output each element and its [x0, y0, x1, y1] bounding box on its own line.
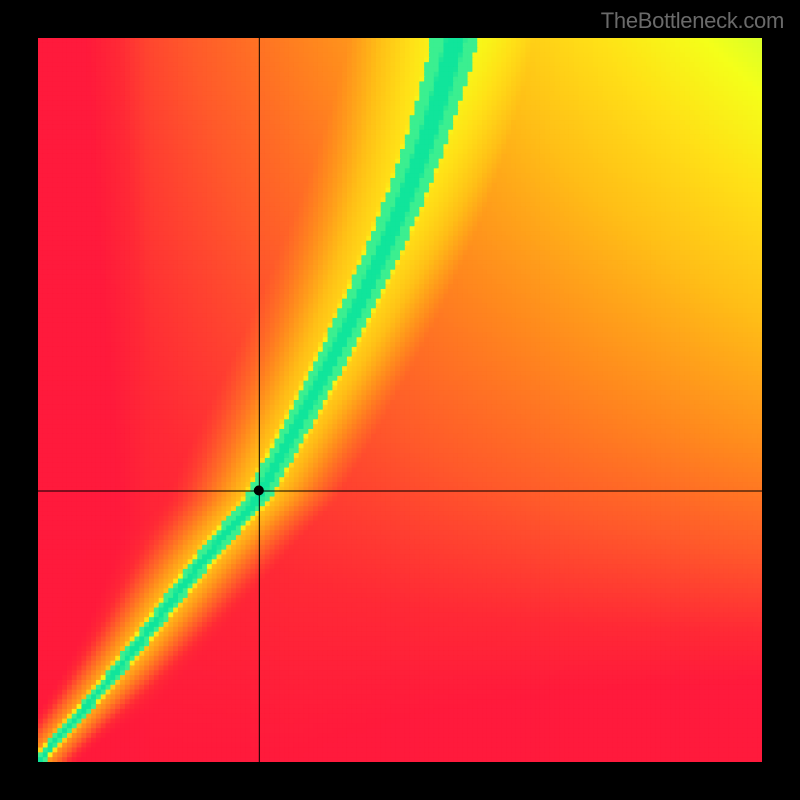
watermark: TheBottleneck.com [601, 8, 784, 34]
heatmap-canvas [38, 38, 762, 762]
heatmap-plot [38, 38, 762, 762]
